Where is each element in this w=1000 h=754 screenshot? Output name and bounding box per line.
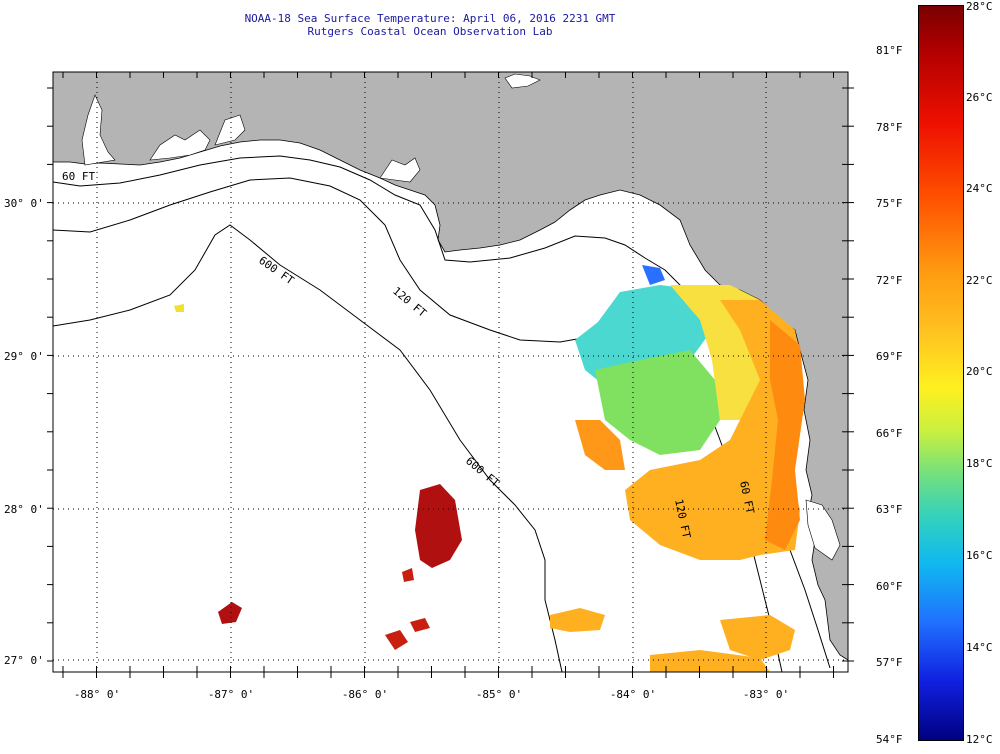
f-label-57: 57°F xyxy=(876,656,903,669)
f-label-72: 72°F xyxy=(876,274,903,287)
temperature-colorbar xyxy=(918,5,964,741)
gridlines xyxy=(53,72,848,672)
bay-apalachicola xyxy=(379,157,421,183)
sst-patch-south2 xyxy=(720,615,795,660)
f-label-54: 54°F xyxy=(876,733,903,746)
sst-patch-red-dot xyxy=(402,568,414,582)
tampa-bay xyxy=(805,499,841,561)
f-label-66: 66°F xyxy=(876,427,903,440)
contour-label-60ft: 60 FT xyxy=(62,170,95,183)
c-label-14: 14°C xyxy=(966,641,993,654)
title-line-1: NOAA-18 Sea Surface Temperature: April 0… xyxy=(244,12,616,25)
bay-mobile xyxy=(81,94,116,166)
tick-marks xyxy=(47,72,854,678)
map-title: NOAA-18 Sea Surface Temperature: April 0… xyxy=(0,12,860,38)
lake-okeechobee-area xyxy=(504,73,541,89)
sst-patch-blue xyxy=(642,265,665,285)
f-label-60: 60°F xyxy=(876,580,903,593)
lat-label-30: 30° 0' xyxy=(4,197,44,210)
contour-600ft xyxy=(53,224,563,672)
c-label-22: 22°C xyxy=(966,274,993,287)
c-label-24: 24°C xyxy=(966,182,993,195)
sst-patch-red-small xyxy=(218,602,242,624)
bay-choctaw xyxy=(214,114,246,146)
c-label-20: 20°C xyxy=(966,365,993,378)
title-line-2: Rutgers Coastal Ocean Observation Lab xyxy=(307,25,553,38)
land-mass xyxy=(53,72,848,661)
sst-patch-yellow-dot xyxy=(174,304,184,312)
lat-label-28: 28° 0' xyxy=(4,503,44,516)
f-label-78: 78°F xyxy=(876,121,903,134)
lon-label-86: -86° 0' xyxy=(342,688,388,701)
c-label-28: 28°C xyxy=(966,0,993,13)
f-label-63: 63°F xyxy=(876,503,903,516)
sst-patch-coast-orange xyxy=(575,420,625,470)
f-label-81: 81°F xyxy=(876,44,903,57)
plot-frame xyxy=(52,71,849,673)
f-label-69: 69°F xyxy=(876,350,903,363)
lon-label-84: -84° 0' xyxy=(610,688,656,701)
lon-label-87: -87° 0' xyxy=(208,688,254,701)
sst-patch-green xyxy=(595,350,720,455)
c-label-18: 18°C xyxy=(966,457,993,470)
lon-label-85: -85° 0' xyxy=(476,688,522,701)
sst-patch-orange-deep xyxy=(765,320,805,550)
f-label-75: 75°F xyxy=(876,197,903,210)
sst-patch-south xyxy=(550,608,605,632)
lon-label-88: -88° 0' xyxy=(74,688,120,701)
sst-patch-south3 xyxy=(650,650,770,672)
lat-label-27: 27° 0' xyxy=(4,654,44,667)
c-label-12: 12°C xyxy=(966,733,993,746)
lon-label-83: -83° 0' xyxy=(743,688,789,701)
sst-patch-red-main xyxy=(415,484,462,568)
sst-patch-orange-main xyxy=(625,300,800,560)
c-label-16: 16°C xyxy=(966,549,993,562)
lat-label-29: 29° 0' xyxy=(4,350,44,363)
sst-patch-red-south2 xyxy=(410,618,430,632)
bay-pensacola xyxy=(149,129,211,161)
sst-patch-red-south xyxy=(385,630,408,650)
c-label-26: 26°C xyxy=(966,91,993,104)
